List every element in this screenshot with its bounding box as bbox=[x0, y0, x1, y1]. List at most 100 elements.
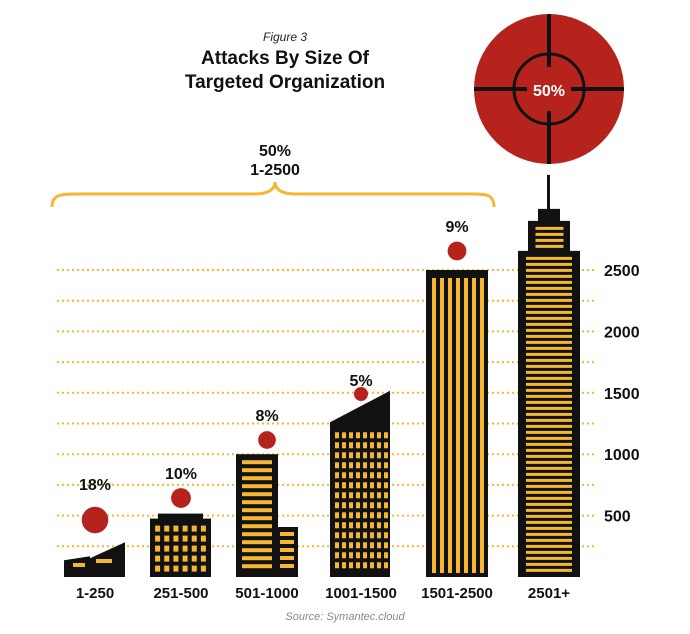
window bbox=[363, 452, 367, 459]
window bbox=[73, 563, 85, 567]
window bbox=[164, 555, 170, 562]
window bbox=[377, 482, 381, 489]
window bbox=[349, 492, 353, 499]
value-label: 18% bbox=[79, 477, 111, 494]
window bbox=[342, 472, 346, 479]
crosshair-target bbox=[474, 14, 624, 164]
window bbox=[526, 358, 572, 362]
window-strip bbox=[464, 278, 468, 573]
building-upper bbox=[528, 220, 570, 253]
window bbox=[242, 564, 272, 569]
window bbox=[200, 545, 206, 552]
window bbox=[526, 514, 572, 518]
window bbox=[370, 552, 374, 559]
value-label: 5% bbox=[349, 373, 372, 390]
window bbox=[342, 492, 346, 499]
window bbox=[377, 452, 381, 459]
category-label: 2501+ bbox=[528, 585, 570, 602]
window bbox=[526, 316, 572, 320]
window bbox=[155, 565, 161, 572]
window bbox=[182, 545, 188, 552]
window bbox=[182, 535, 188, 542]
target-circle bbox=[354, 387, 368, 401]
window bbox=[342, 442, 346, 449]
window bbox=[335, 532, 339, 539]
y-tick-label: 500 bbox=[604, 509, 631, 526]
window bbox=[335, 562, 339, 569]
window bbox=[526, 484, 572, 488]
window bbox=[349, 532, 353, 539]
window bbox=[526, 544, 572, 548]
window bbox=[535, 238, 564, 242]
window bbox=[526, 400, 572, 404]
window bbox=[349, 452, 353, 459]
buildings bbox=[64, 174, 580, 577]
window bbox=[164, 535, 170, 542]
window bbox=[356, 522, 360, 529]
category-label: 1001-1500 bbox=[325, 585, 397, 602]
window bbox=[526, 412, 572, 416]
window bbox=[526, 550, 572, 554]
window bbox=[526, 442, 572, 446]
window bbox=[363, 492, 367, 499]
window bbox=[526, 502, 572, 506]
window bbox=[356, 562, 360, 569]
window bbox=[200, 535, 206, 542]
window bbox=[526, 448, 572, 452]
window bbox=[349, 562, 353, 569]
window bbox=[342, 522, 346, 529]
window bbox=[191, 545, 197, 552]
window bbox=[280, 532, 294, 536]
value-label: 10% bbox=[165, 466, 197, 483]
window bbox=[356, 442, 360, 449]
y-tick-label: 2500 bbox=[604, 263, 640, 280]
window bbox=[377, 502, 381, 509]
title-line-2: Targeted Organization bbox=[184, 72, 386, 93]
bracket-line bbox=[50, 181, 496, 208]
target-circle bbox=[81, 506, 109, 534]
window bbox=[155, 545, 161, 552]
window bbox=[164, 525, 170, 532]
window bbox=[384, 522, 388, 529]
window bbox=[526, 466, 572, 470]
window bbox=[191, 535, 197, 542]
window bbox=[526, 538, 572, 542]
window bbox=[349, 542, 353, 549]
window bbox=[363, 462, 367, 469]
window bbox=[242, 516, 272, 521]
window bbox=[363, 482, 367, 489]
window bbox=[280, 556, 294, 560]
window bbox=[370, 512, 374, 519]
window bbox=[526, 532, 572, 536]
window bbox=[155, 555, 161, 562]
window bbox=[535, 232, 564, 236]
window bbox=[342, 562, 346, 569]
window bbox=[356, 432, 360, 439]
window bbox=[384, 492, 388, 499]
y-tick-label: 1000 bbox=[604, 447, 640, 464]
window bbox=[182, 555, 188, 562]
window bbox=[377, 462, 381, 469]
window bbox=[342, 552, 346, 559]
window bbox=[370, 532, 374, 539]
window bbox=[370, 542, 374, 549]
bracket bbox=[50, 181, 496, 208]
window bbox=[335, 522, 339, 529]
value-labels: 18% 10% 8% 5% 9% 50% bbox=[79, 83, 565, 494]
window bbox=[191, 525, 197, 532]
target-circle bbox=[258, 431, 276, 449]
window bbox=[384, 452, 388, 459]
window bbox=[384, 462, 388, 469]
window bbox=[242, 508, 272, 513]
window bbox=[356, 532, 360, 539]
window bbox=[363, 542, 367, 549]
window bbox=[363, 552, 367, 559]
window bbox=[356, 492, 360, 499]
window bbox=[377, 432, 381, 439]
window bbox=[349, 462, 353, 469]
window bbox=[370, 492, 374, 499]
window bbox=[370, 482, 374, 489]
window bbox=[370, 432, 374, 439]
window bbox=[526, 478, 572, 482]
